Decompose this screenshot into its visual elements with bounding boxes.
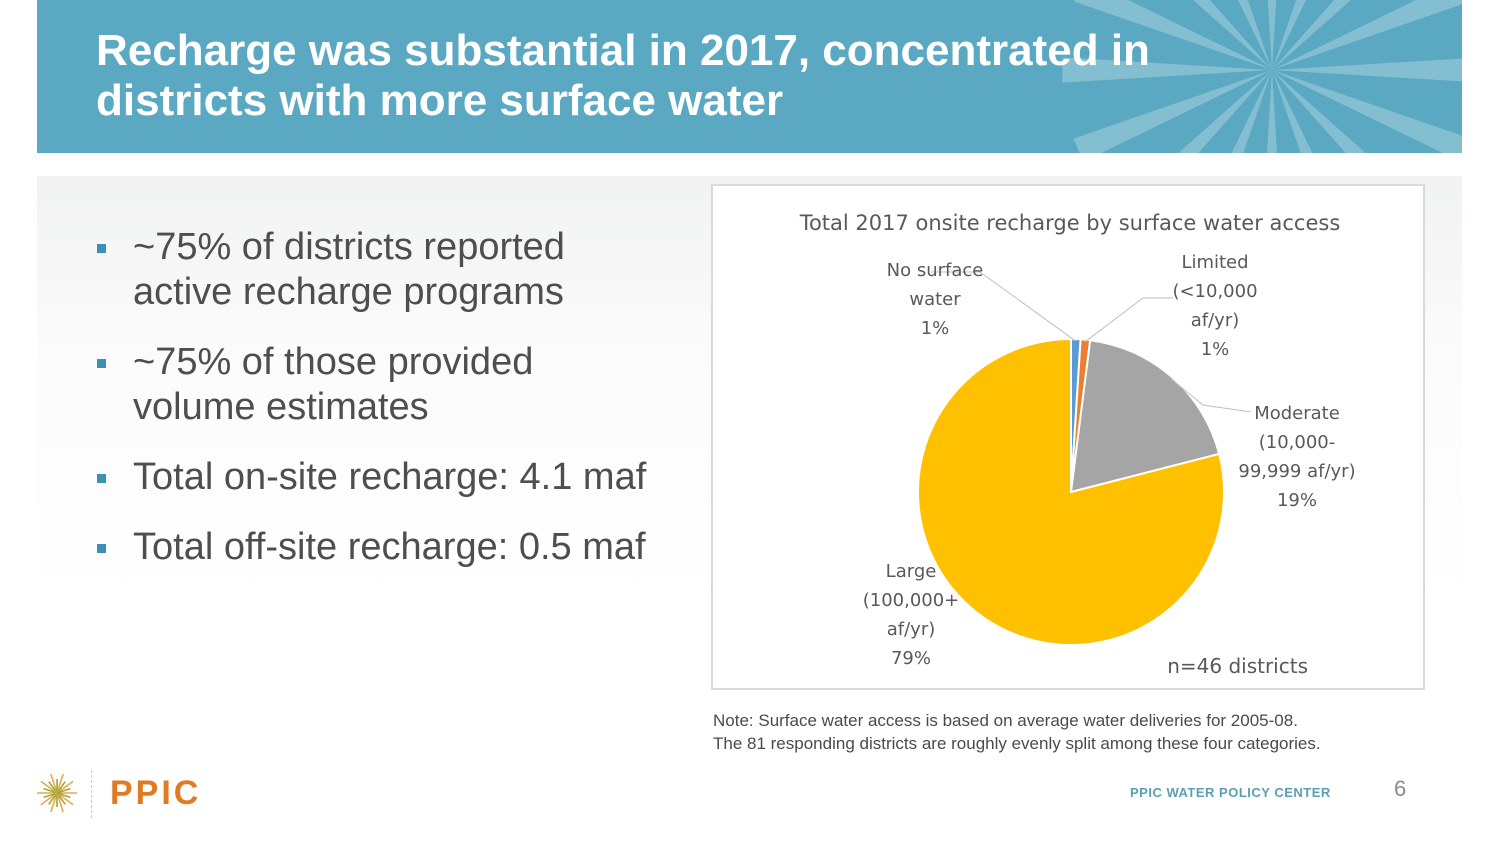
data-label-2: Moderate (10,000-99,999 af/yr) 19% <box>1238 403 1355 511</box>
bullet-item: Total off-site recharge: 0.5 maf <box>95 525 695 570</box>
pie-slice-2 <box>1069 339 1221 494</box>
bullet-item: Total on-site recharge: 4.1 maf <box>95 455 695 500</box>
chart-note: Note: Surface water access is based on a… <box>713 709 1321 755</box>
logo-ray <box>56 780 74 794</box>
logo-ray <box>56 792 74 806</box>
title-banner: Recharge was substantial in 2017, concen… <box>37 0 1462 153</box>
starburst-ray <box>1231 70 1272 153</box>
bullet-item: ~75% of those provided volume estimates <box>95 340 695 430</box>
bullet-list: ~75% of districts reported active recharg… <box>95 225 695 595</box>
title-line-2: districts with more surface water <box>96 76 784 125</box>
logo-ray <box>40 780 58 794</box>
leader-line-2 <box>1170 378 1252 413</box>
bullet-text: Total off-site recharge: 0.5 maf <box>133 526 646 568</box>
sample-size-annotation: n=46 districts <box>1167 654 1308 678</box>
starburst-ray <box>1267 70 1277 153</box>
bullet-text: ~75% of those provided <box>133 341 534 383</box>
leader-line-1 <box>1084 297 1173 343</box>
square-bullet-icon <box>97 244 106 253</box>
pie-chart: Total 2017 onsite recharge by surface wa… <box>799 211 1356 678</box>
title-line-1: Recharge was substantial in 2017, concen… <box>96 26 1150 75</box>
starburst-ray <box>1073 70 1272 153</box>
logo-ray <box>56 792 64 813</box>
logo-ray <box>50 792 58 813</box>
chart-title: Total 2017 onsite recharge by surface wa… <box>799 211 1341 235</box>
slide-title: Recharge was substantial in 2017, concen… <box>96 26 1150 126</box>
bullet-text: active recharge programs <box>133 271 564 313</box>
pie-slice-3 <box>917 337 1225 646</box>
starburst-ray <box>1267 0 1277 70</box>
starburst-ray <box>1272 58 1462 82</box>
bullet-text: volume estimates <box>133 386 429 428</box>
logo-ray <box>56 773 64 794</box>
bullet-text: Total on-site recharge: 4.1 maf <box>133 456 647 498</box>
logo-ray <box>50 773 58 794</box>
data-label-1: Limited (<10,000 af/yr) 1% <box>1172 252 1257 360</box>
bullet-text: ~75% of districts reported <box>133 226 565 268</box>
footer-org-name: PPIC WATER POLICY CENTER <box>1130 785 1331 800</box>
logo-ray <box>56 787 71 794</box>
starburst-ray <box>1062 57 1272 83</box>
logo-ray <box>40 792 58 806</box>
square-bullet-icon <box>97 474 106 483</box>
logo-divider <box>91 770 92 818</box>
square-bullet-icon <box>97 544 106 553</box>
leader-line-0 <box>931 271 1077 342</box>
starburst-decoration-icon <box>1062 0 1462 153</box>
page-number: 6 <box>1394 776 1407 801</box>
ppic-logo-text: PPIC <box>110 774 202 812</box>
starburst-ray <box>1272 0 1462 70</box>
starburst-ray <box>1073 0 1272 70</box>
note-line-2: The 81 responding districts are roughly … <box>713 734 1321 753</box>
square-bullet-icon <box>97 359 106 368</box>
starburst-ray <box>1272 70 1366 153</box>
data-label-0: No surface water 1% <box>887 260 984 339</box>
bullet-item: ~75% of districts reported active recharg… <box>95 225 695 315</box>
data-label-3: Large (100,000+ af/yr) 79% <box>863 561 960 669</box>
starburst-ray <box>1272 70 1462 153</box>
note-line-1: Note: Surface water access is based on a… <box>713 711 1298 730</box>
pie-chart-container: Total 2017 onsite recharge by surface wa… <box>711 184 1425 690</box>
ppic-sun-logo-icon <box>37 773 77 813</box>
